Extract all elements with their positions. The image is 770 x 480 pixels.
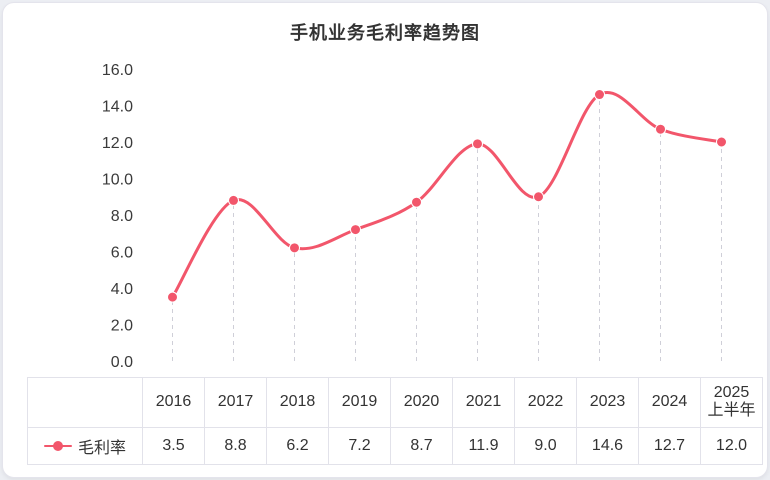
year-cell: 2019 [328, 377, 391, 428]
year-cell: 2025 上半年 [700, 377, 763, 428]
value-cell: 8.7 [390, 426, 453, 465]
y-tick-label: 4.0 [111, 281, 133, 298]
data-point[interactable] [472, 138, 483, 150]
y-tick-label: 12.0 [102, 135, 133, 152]
year-cell: 2020 [390, 377, 453, 428]
year-cell: 2021 [452, 377, 515, 428]
y-tick-label: 2.0 [111, 318, 133, 335]
y-tick-label: 16.0 [102, 62, 133, 79]
data-point[interactable] [594, 89, 605, 101]
data-point[interactable] [655, 123, 666, 135]
value-cell: 9.0 [514, 426, 577, 465]
value-row: 毛利率 3.5 8.8 6.2 7.2 8.7 11.9 9.0 14.6 12.7 12.0 [27, 426, 763, 465]
y-tick-label: 10.0 [102, 172, 133, 189]
legend-label: 毛利率 [77, 439, 126, 457]
y-tick-label: 6.0 [111, 245, 133, 262]
y-tick-label: 8.0 [111, 208, 133, 225]
data-point[interactable] [716, 136, 727, 148]
data-table: 2016 2017 2018 2019 2020 2021 2022 2023 2024 2025… [27, 377, 763, 465]
value-cell: 6.2 [266, 426, 329, 465]
data-point[interactable] [533, 191, 544, 203]
year-cell: 2016 [142, 377, 205, 428]
year-cell: 2022 [514, 377, 577, 428]
trend-line-chart[interactable]: 0.0 2.0 4.0 6.0 8.0 10.0 12.0 14.0 16.0 [3, 45, 768, 377]
value-cell: 7.2 [328, 426, 391, 465]
year-cell: 2017 [204, 377, 267, 428]
data-point[interactable] [350, 224, 361, 236]
value-cell: 3.5 [142, 426, 205, 465]
value-cell: 12.7 [638, 426, 701, 465]
series-line-dot-icon [43, 440, 72, 451]
y-tick-label: 14.0 [102, 99, 133, 116]
data-point[interactable] [411, 196, 422, 208]
trend-line [171, 91, 723, 299]
year-cell: 2018 [266, 377, 329, 428]
empty-corner-cell [27, 377, 143, 428]
value-cell: 11.9 [452, 426, 515, 465]
legend-cell: 毛利率 [27, 426, 143, 465]
chart-title: 手机业务毛利率趋势图 [290, 23, 480, 43]
plot-area[interactable]: 0.0 2.0 4.0 6.0 8.0 10.0 12.0 14.0 16.0 [3, 45, 767, 377]
year-row: 2016 2017 2018 2019 2020 2021 2022 2023 2024 2025… [27, 377, 763, 428]
year-cell: 2024 [638, 377, 701, 428]
data-point[interactable] [167, 291, 178, 303]
value-cell: 14.6 [576, 426, 639, 465]
value-cell: 12.0 [700, 426, 763, 465]
data-point[interactable] [289, 242, 300, 254]
y-tick-label: 0.0 [111, 354, 133, 371]
value-cell: 8.8 [204, 426, 267, 465]
data-point[interactable] [228, 194, 239, 206]
year-cell: 2023 [576, 377, 639, 428]
